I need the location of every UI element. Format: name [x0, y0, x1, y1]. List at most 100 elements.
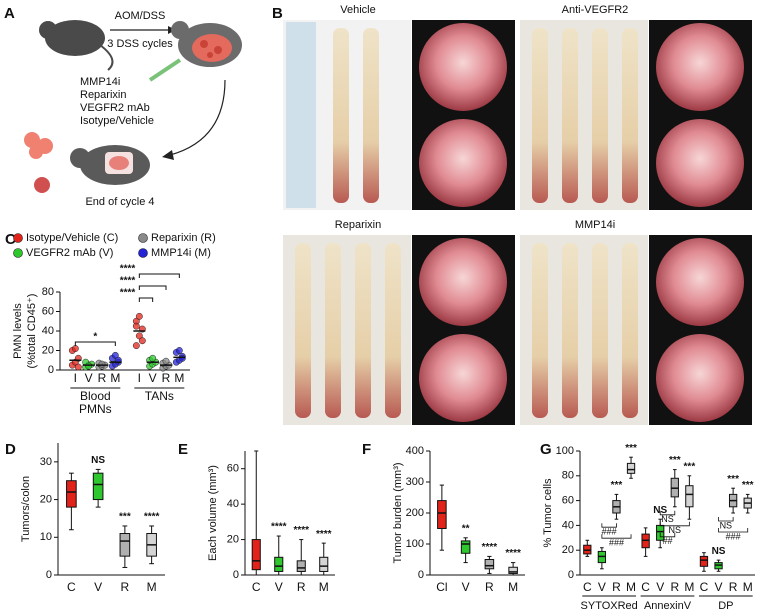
photo: [283, 235, 515, 425]
group-label: SYTOXRed: [581, 600, 638, 612]
bracket: [659, 521, 690, 527]
panel-letter: G: [540, 441, 552, 458]
y-tick-label: 0: [46, 569, 52, 581]
panel-letter: B: [272, 5, 283, 22]
box: [484, 559, 495, 570]
photo: [283, 20, 515, 210]
colon: [592, 28, 608, 203]
significance: ****: [482, 542, 498, 553]
x-tick-label: M: [147, 580, 157, 594]
bracket: [138, 297, 154, 302]
ruler: [286, 22, 316, 208]
bracket: [718, 528, 749, 533]
box: [626, 462, 636, 474]
data-point: [175, 347, 183, 354]
protocol-label: AOM/DSS: [115, 10, 166, 22]
panel-letter: D: [5, 441, 16, 458]
x-tick-label: C: [583, 580, 592, 594]
endoscopy: [419, 23, 507, 111]
x-tick-label: Cl: [436, 580, 447, 594]
significance: NS: [653, 505, 667, 516]
y-tick-label: 80: [562, 470, 574, 482]
agent-label: MMP14i: [80, 76, 120, 88]
cycles-label: 3 DSS cycles: [107, 38, 173, 50]
legend-marker: [138, 233, 148, 243]
y-tick-label: 30: [40, 456, 52, 468]
significance: ***: [727, 474, 739, 485]
x-tick-label: I: [138, 371, 141, 385]
y-axis-label: (%total CD45⁺): [26, 294, 38, 369]
x-tick-label: M: [508, 580, 518, 594]
significance: ***: [625, 443, 637, 454]
significance: NS: [661, 514, 674, 524]
x-tick-label: M: [684, 580, 694, 594]
box: [251, 539, 261, 571]
box: [460, 540, 471, 554]
significance: ****: [293, 525, 309, 536]
significance: **: [462, 523, 470, 534]
x-tick-label: R: [612, 580, 621, 594]
box: [119, 533, 131, 557]
x-tick-label: M: [626, 580, 636, 594]
data-point: [162, 357, 170, 365]
y-tick-label: 400: [406, 445, 424, 457]
x-tick-label: M: [110, 371, 120, 385]
box: [92, 472, 104, 501]
x-tick-label: I: [74, 371, 77, 385]
significance: ###: [609, 538, 624, 548]
x-tick-label: V: [94, 580, 102, 594]
colon: [622, 243, 638, 418]
significance: ***: [611, 480, 623, 491]
legend-marker: [138, 248, 148, 258]
group-label: PMNs: [79, 402, 112, 416]
agent-label: Reparixin: [80, 89, 126, 101]
endoscopy: [656, 334, 744, 422]
box: [699, 555, 709, 567]
bracket: [659, 510, 676, 516]
legend-label: VEGFR2 mAb (V): [26, 247, 113, 259]
x-tick-label: C: [641, 580, 650, 594]
x-tick-label: R: [485, 580, 494, 594]
y-tick-label: 40: [42, 325, 54, 337]
x-tick-label: R: [162, 371, 171, 385]
x-tick-label: C: [67, 580, 76, 594]
image-title: Anti-VEGFR2: [562, 4, 629, 16]
x-tick-label: R: [121, 580, 130, 594]
y-tick-label: 20: [227, 533, 239, 545]
y-tick-label: 0: [418, 569, 424, 581]
colon: [333, 28, 349, 203]
data-point: [74, 363, 82, 371]
significance: ****: [316, 529, 332, 540]
y-tick-label: 60: [227, 463, 239, 475]
colon: [295, 243, 311, 418]
colon: [562, 28, 578, 203]
significance: ###: [602, 527, 617, 537]
data-point: [149, 354, 157, 362]
legend-marker: [13, 248, 23, 258]
bracket: [74, 341, 116, 346]
significance: ***: [119, 512, 131, 523]
x-tick-label: V: [656, 580, 664, 594]
significance: ****: [144, 512, 160, 523]
group-label: Blood: [80, 389, 111, 403]
y-tick-label: 60: [562, 495, 574, 507]
box: [274, 556, 284, 572]
significance: ****: [271, 522, 287, 533]
significance: NS: [669, 525, 682, 535]
y-tick-label: 40: [227, 498, 239, 510]
endoscopy: [419, 334, 507, 422]
panel-letter: E: [178, 441, 188, 458]
legend-label: Isotype/Vehicle (C): [26, 232, 118, 244]
significance: ****: [120, 276, 136, 287]
x-tick-label: V: [275, 580, 283, 594]
x-tick-label: R: [670, 580, 679, 594]
endpoint-label: End of cycle 4: [85, 196, 154, 208]
bracket: [601, 534, 632, 539]
x-tick-label: M: [743, 580, 753, 594]
box: [437, 500, 447, 530]
panel-letter: F: [362, 441, 371, 458]
photo: [520, 20, 752, 210]
colon: [363, 28, 379, 203]
x-tick-label: M: [174, 371, 184, 385]
